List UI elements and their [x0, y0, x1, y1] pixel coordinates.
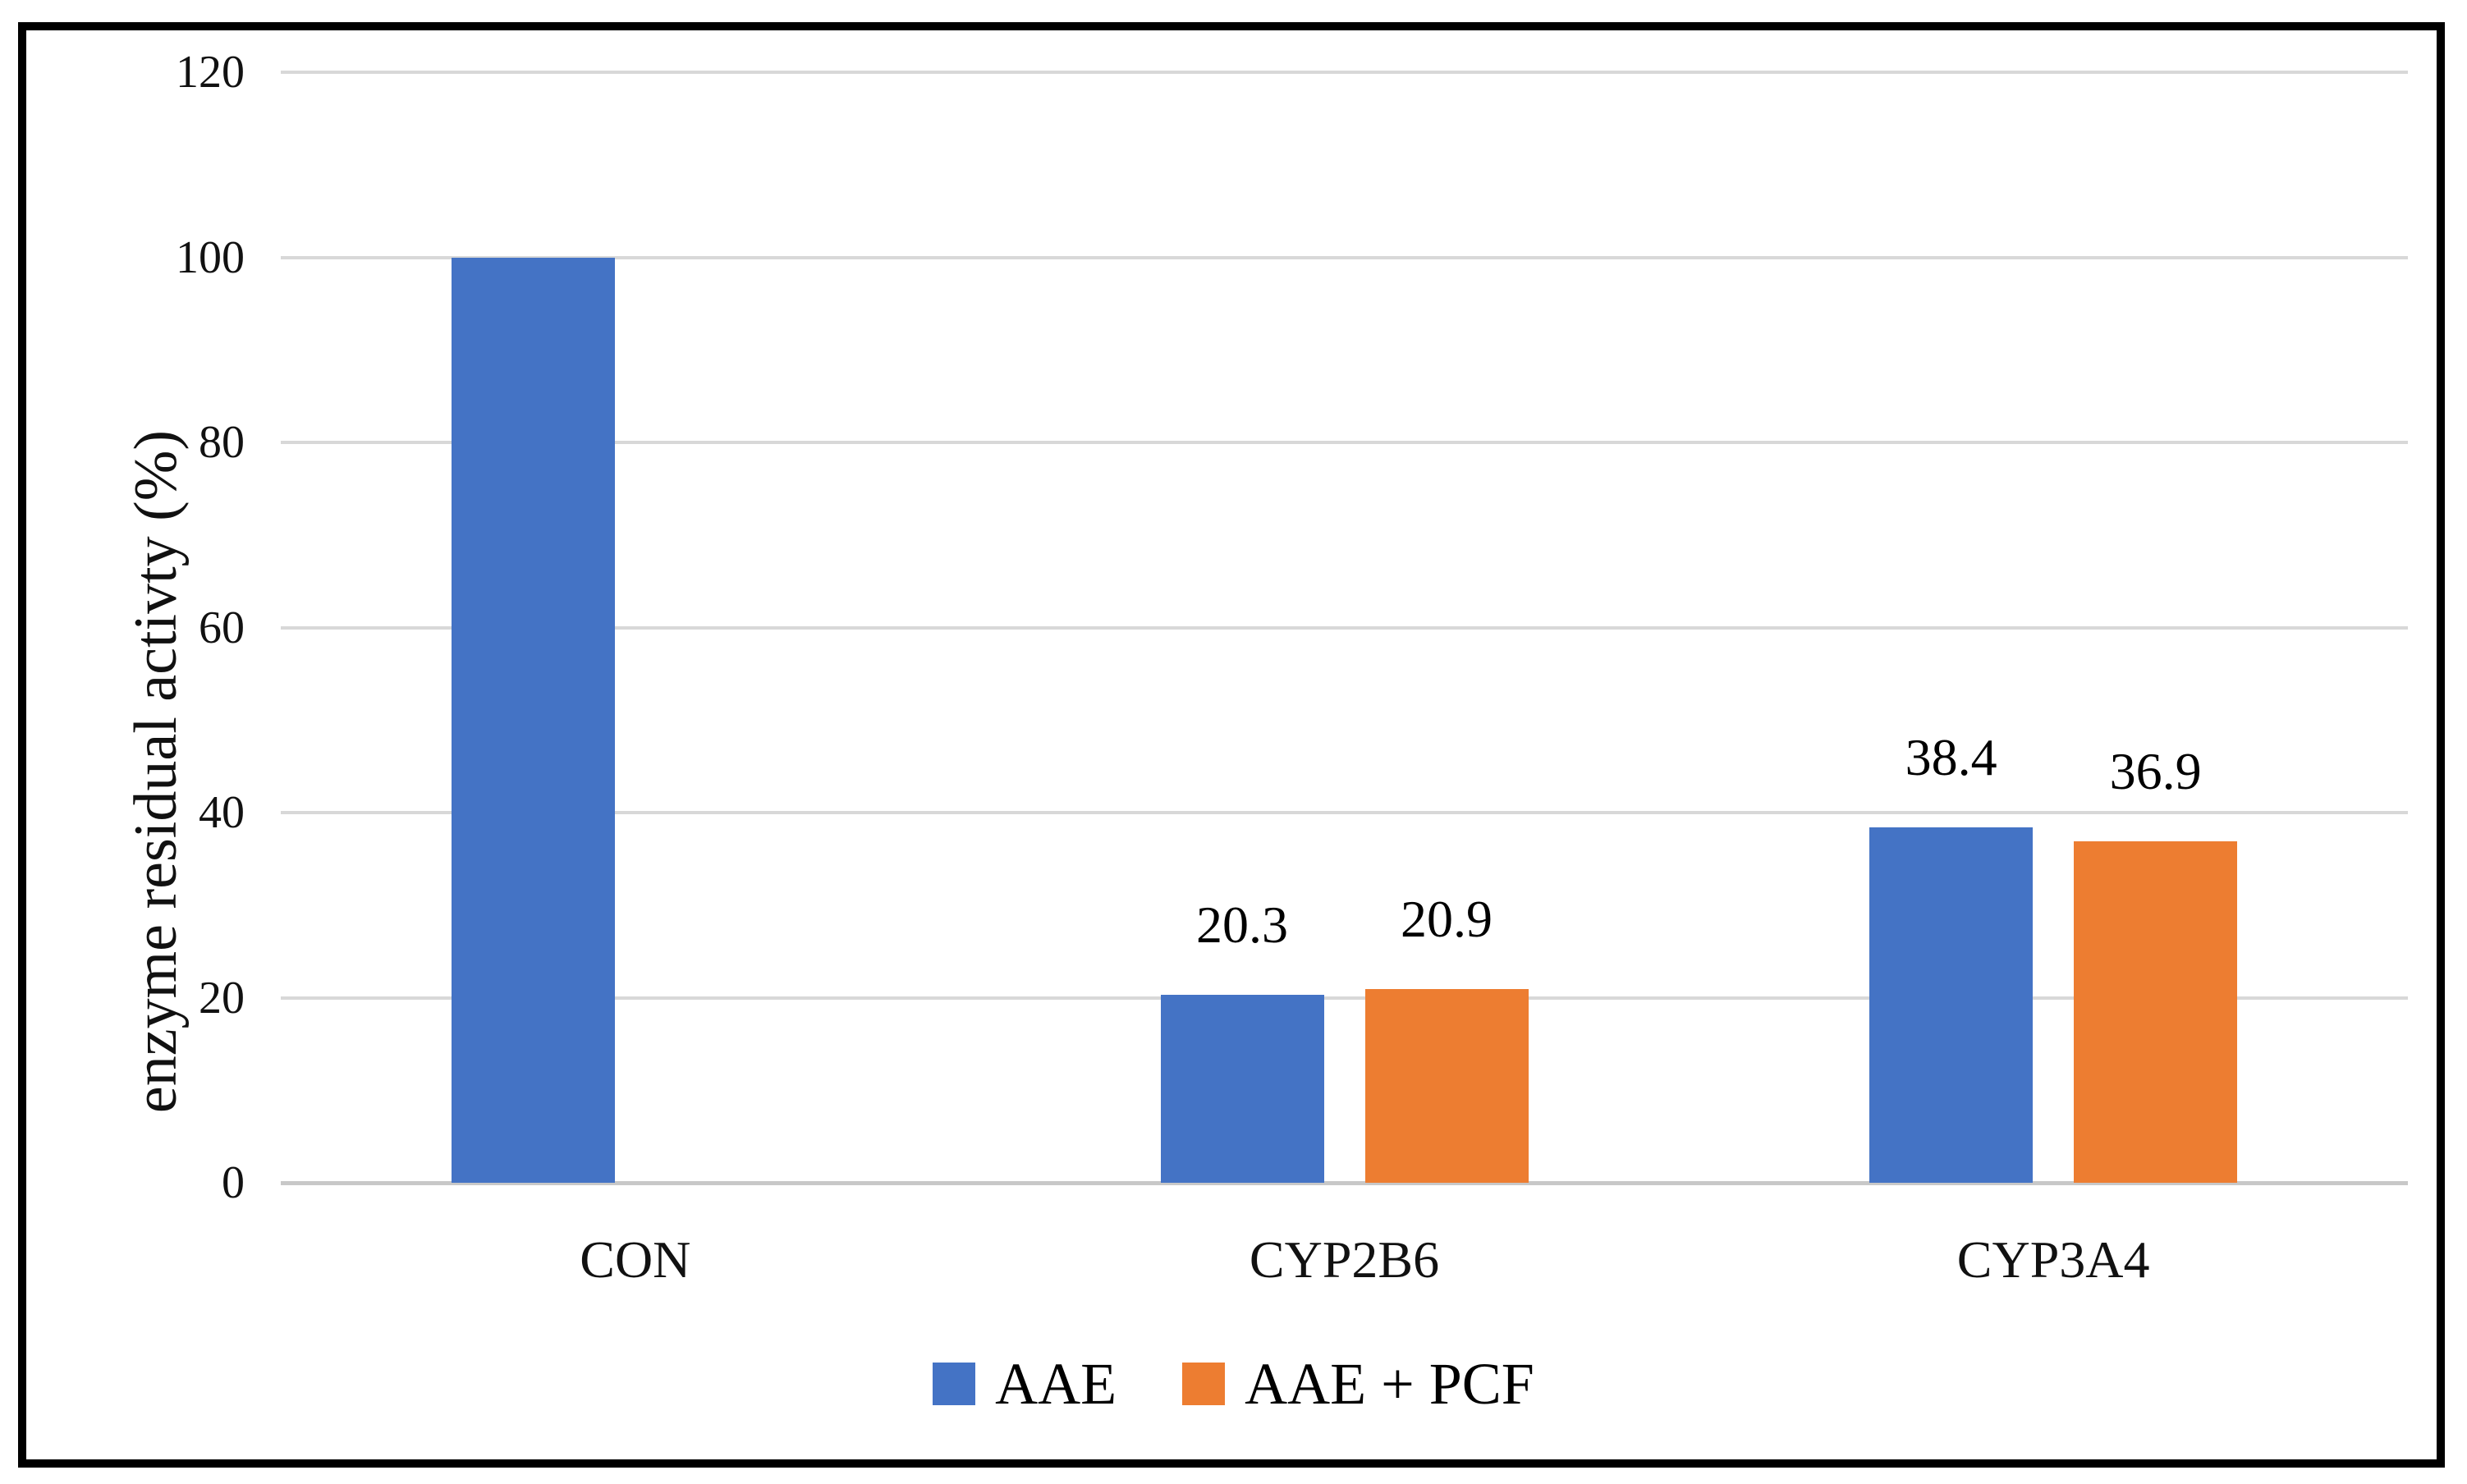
x-category-label-cyp2b6: CYP2B6 [1249, 1230, 1440, 1289]
bar-aae-cyp2b6 [1160, 995, 1324, 1183]
legend: AAE AAE + PCF [0, 1344, 2467, 1423]
legend-label-aae: AAE [995, 1351, 1117, 1417]
bar-aae-pcf-cyp3a4 [2074, 840, 2238, 1183]
y-gridline [281, 255, 2408, 259]
y-tick-label-100: 100 [176, 231, 245, 283]
legend-item-aae: AAE [933, 1351, 1117, 1417]
legend-item-aae-pcf: AAE + PCF [1182, 1351, 1534, 1417]
legend-label-aae-pcf: AAE + PCF [1245, 1351, 1534, 1417]
bar-value-label-aae-cyp2b6: 20.3 [1196, 895, 1288, 955]
x-category-label-cyp3a4: CYP3A4 [1956, 1230, 2150, 1289]
bar-value-label-aae-pcf-cyp3a4: 36.9 [2109, 741, 2202, 800]
y-tick-label-0: 0 [222, 1157, 245, 1208]
bar-aae-con [451, 257, 615, 1183]
y-tick-label-120: 120 [176, 47, 245, 98]
bar-aae-cyp3a4 [1869, 827, 2034, 1183]
x-category-label-con: CON [580, 1230, 691, 1289]
y-gridline [281, 996, 2408, 1000]
legend-swatch-aae-pcf [1182, 1363, 1226, 1405]
bar-value-label-aae-cyp3a4: 38.4 [1905, 728, 1997, 787]
y-tick-label-20: 20 [199, 972, 245, 1024]
bar-value-label-aae-pcf-cyp2b6: 20.9 [1401, 890, 1493, 949]
y-gridline [281, 625, 2408, 630]
y-gridline [281, 441, 2408, 444]
y-tick-label-40: 40 [199, 787, 245, 838]
y-tick-label-60: 60 [199, 602, 245, 653]
bar-aae-pcf-cyp2b6 [1364, 989, 1529, 1183]
y-gridline [281, 811, 2408, 814]
x-axis-line [281, 1181, 2408, 1185]
y-tick-label-80: 80 [199, 417, 245, 468]
legend-swatch-aae [933, 1363, 976, 1405]
y-gridline [281, 71, 2408, 74]
chart-border [18, 22, 2445, 1468]
